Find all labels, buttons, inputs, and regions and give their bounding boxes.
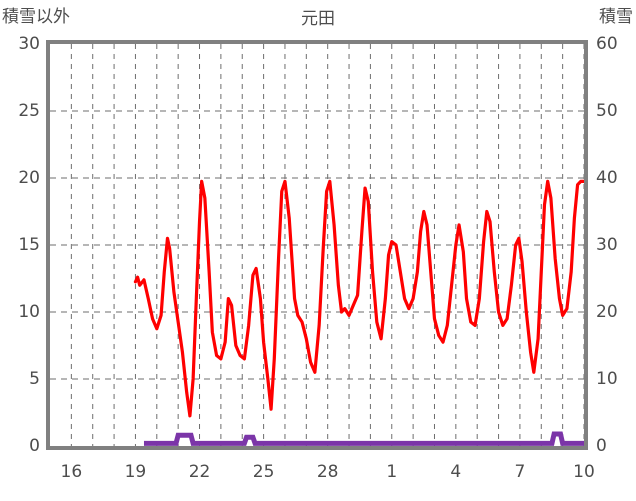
horizontal-gridlines (50, 110, 584, 380)
right-axis-title: 積雪 (599, 7, 633, 27)
x-axis-tick-10: 10 (573, 462, 595, 482)
x-axis-tick-22: 22 (188, 462, 211, 482)
x-axis-tick-16: 16 (60, 462, 83, 482)
x-axis-tick-25: 25 (252, 462, 275, 482)
x-axis-tick-28: 28 (316, 462, 339, 482)
right-axis-tick-0: 0 (596, 436, 607, 456)
chart-title: 元田 (301, 9, 335, 29)
left-axis-tick-5: 5 (29, 369, 40, 389)
x-axis-tick-19: 19 (124, 462, 147, 482)
left-axis-tick-0: 0 (29, 436, 40, 456)
left-axis-tick-20: 20 (18, 168, 40, 188)
x-axis-tick-13: 13 (628, 462, 636, 482)
left-axis-tick-15: 15 (18, 235, 40, 255)
chart-svg (50, 44, 584, 446)
plot-area (50, 44, 584, 446)
right-axis-tick-60: 60 (596, 34, 618, 54)
x-axis-tick-7: 7 (514, 462, 526, 482)
x-axis-tick-4: 4 (450, 462, 462, 482)
right-axis-tick-20: 20 (596, 302, 618, 322)
right-axis-tick-50: 50 (596, 101, 618, 121)
left-axis-tick-30: 30 (18, 34, 40, 54)
right-axis-tick-10: 10 (596, 369, 618, 389)
right-axis-tick-30: 30 (596, 235, 618, 255)
left-axis-tick-25: 25 (18, 101, 40, 121)
left-axis-tick-10: 10 (18, 302, 40, 322)
series-line-non-snow (133, 179, 584, 418)
x-axis-tick-1: 1 (386, 462, 398, 482)
series-line-snow (143, 431, 584, 446)
right-axis-tick-40: 40 (596, 168, 618, 188)
left-axis-title: 積雪以外 (2, 7, 70, 27)
